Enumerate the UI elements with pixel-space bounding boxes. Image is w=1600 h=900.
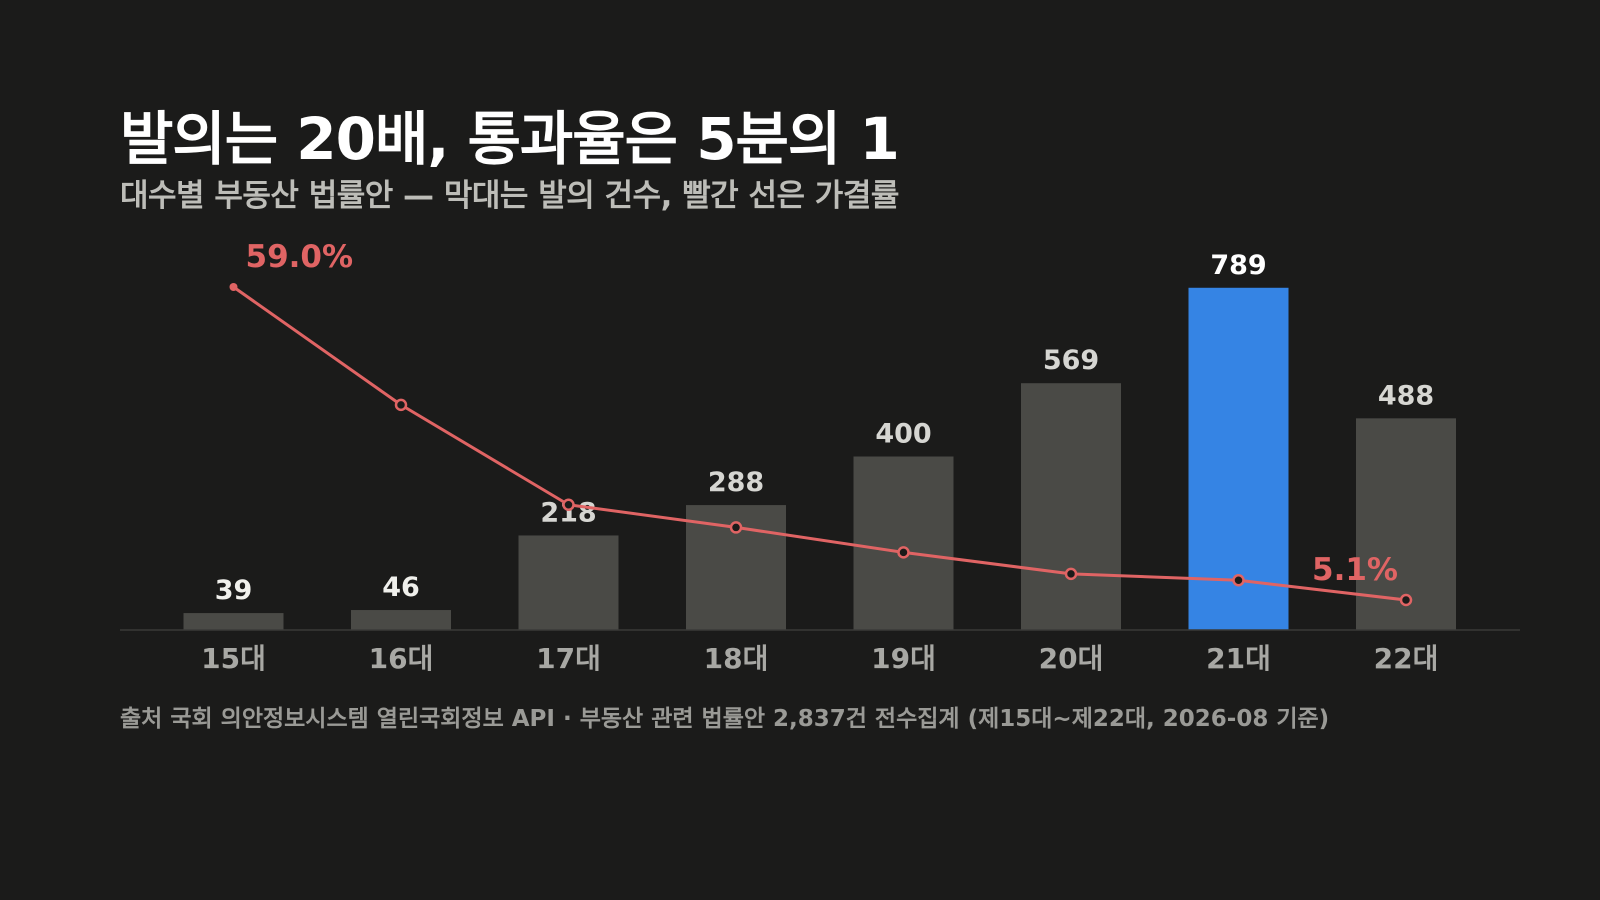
bar-value-label: 400 bbox=[875, 419, 931, 450]
bar-value-label: 488 bbox=[1378, 380, 1434, 411]
source-note: 출처 국회 의안정보시스템 열린국회정보 API · 부동산 관련 법률안 2,… bbox=[120, 706, 1330, 732]
chart-title: 발의는 20배, 통과율은 5분의 1 bbox=[120, 105, 900, 173]
rate-point bbox=[1232, 574, 1245, 587]
bar-15대 bbox=[183, 613, 284, 630]
rate-line-layer bbox=[229, 283, 1413, 607]
bar-19대 bbox=[853, 456, 954, 630]
bar-21대 bbox=[1188, 287, 1289, 630]
rate-point bbox=[562, 498, 575, 512]
rate-annotation: 5.1% bbox=[1312, 552, 1398, 588]
bar-value-label: 46 bbox=[382, 572, 420, 603]
x-ticks-layer: 15대 16대 17대 18대 19대 20대 21대 22대 bbox=[201, 642, 1438, 675]
x-tick-label: 21대 bbox=[1206, 642, 1271, 675]
bar-value-label: 288 bbox=[708, 467, 764, 498]
bar-value-label: 789 bbox=[1210, 250, 1266, 281]
x-tick-label: 20대 bbox=[1039, 642, 1104, 675]
chart-subtitle: 대수별 부동산 법률안 — 막대는 발의 건수, 빨간 선은 가결률 bbox=[120, 178, 899, 214]
bar-16대 bbox=[351, 610, 451, 630]
bar-value-label: 39 bbox=[215, 575, 253, 606]
bar-17대 bbox=[518, 535, 619, 630]
rate-point bbox=[1064, 567, 1078, 581]
x-tick-label: 15대 bbox=[201, 642, 266, 675]
rate-point bbox=[897, 546, 910, 559]
bars-layer bbox=[183, 287, 1456, 630]
bar-value-label: 569 bbox=[1043, 345, 1099, 376]
rate-annotation: 59.0% bbox=[246, 239, 354, 275]
x-tick-label: 19대 bbox=[871, 642, 936, 675]
rate-point bbox=[229, 283, 238, 291]
rate-point bbox=[729, 521, 743, 534]
rate-line bbox=[232, 285, 1407, 602]
x-tick-label: 18대 bbox=[704, 642, 769, 675]
rate-point bbox=[1399, 593, 1413, 607]
x-tick-label: 22대 bbox=[1374, 642, 1439, 675]
rate-annotations-layer: 59.0% 5.1% bbox=[246, 239, 1399, 588]
rate-point bbox=[394, 398, 408, 412]
x-tick-label: 17대 bbox=[536, 642, 601, 675]
bar-20대 bbox=[1021, 383, 1121, 630]
x-tick-label: 16대 bbox=[369, 642, 434, 675]
